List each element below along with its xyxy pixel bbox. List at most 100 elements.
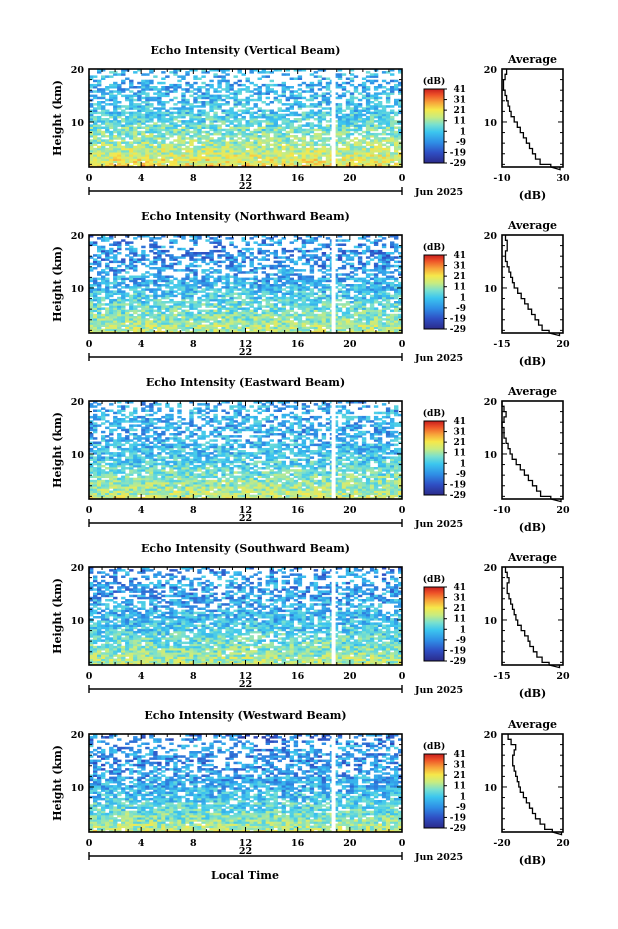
echo-cell: [225, 316, 230, 319]
echo-cell: [137, 122, 142, 125]
echo-cell: [357, 113, 363, 117]
echo-cell: [245, 156, 250, 159]
echo-cell: [181, 164, 186, 168]
echo-cell: [297, 324, 303, 327]
echo-cell: [365, 164, 371, 168]
echo-cell: [201, 313, 206, 317]
echo-cell: [113, 81, 118, 85]
echo-cell: [173, 158, 178, 161]
echo-cell: [141, 307, 146, 310]
echo-cell: [93, 326, 98, 330]
echo-cell: [221, 277, 226, 281]
echo-cell: [193, 77, 198, 80]
echo-cell: [273, 150, 278, 153]
echo-cell: [225, 141, 230, 144]
echo-cell: [93, 75, 98, 78]
echo-cell: [205, 269, 210, 272]
echo-cell: [398, 309, 403, 313]
echo-cell: [113, 303, 118, 306]
echo-cell: [289, 156, 294, 159]
echo-cell: [345, 160, 351, 164]
echo-cell: [169, 281, 174, 285]
echo-cell: [301, 275, 307, 278]
echo-cell: [277, 307, 282, 310]
echo-cell: [157, 145, 162, 149]
echo-cell: [129, 96, 134, 100]
echo-cell: [117, 298, 122, 302]
echo-cell: [345, 307, 351, 310]
echo-cell: [285, 145, 290, 149]
echo-cell: [337, 128, 343, 132]
echo-cell: [129, 137, 134, 140]
echo-cell: [133, 324, 138, 327]
echo-cell: [345, 98, 351, 102]
echo-cell: [101, 139, 106, 142]
echo-cell: [301, 307, 307, 310]
echo-cell: [321, 262, 327, 266]
echo-cell: [345, 143, 351, 147]
echo-cell: [301, 135, 307, 138]
echo-cell: [185, 88, 190, 91]
echo-cell: [301, 279, 307, 283]
echo-cell: [101, 245, 106, 249]
echo-cell: [261, 92, 266, 95]
echo-cell: [337, 107, 343, 110]
echo-cell: [353, 284, 359, 287]
echo-cell: [141, 311, 146, 315]
echo-cell: [209, 156, 214, 159]
echo-cell: [265, 275, 270, 278]
echo-cell: [141, 318, 146, 321]
echo-cell: [281, 284, 286, 287]
echo-cell: [141, 109, 146, 112]
echo-cell: [229, 162, 234, 166]
echo-cell: [281, 316, 286, 319]
echo-cell: [277, 328, 282, 332]
echo-cell: [213, 249, 218, 253]
echo-cell: [201, 326, 206, 330]
echo-cell: [153, 262, 158, 266]
echo-cell: [213, 130, 218, 134]
echo-cell: [277, 101, 282, 104]
echo-cell: [321, 313, 327, 317]
echo-cell: [229, 288, 234, 291]
echo-cell: [377, 111, 383, 115]
echo-cell: [137, 160, 142, 164]
echo-cell: [261, 113, 266, 117]
echo-cell: [165, 88, 170, 91]
echo-cell: [253, 322, 258, 325]
echo-cell: [173, 162, 178, 166]
echo-cell: [161, 86, 166, 89]
echo-cell: [141, 156, 146, 159]
echo-cell: [305, 158, 311, 161]
echo-cell: [385, 94, 391, 98]
echo-cell: [345, 101, 351, 104]
echo-cell: [333, 96, 339, 100]
echo-cell: [285, 313, 290, 317]
echo-cell: [245, 141, 250, 144]
echo-cell: [257, 296, 262, 300]
echo-cell: [161, 113, 166, 117]
echo-cell: [313, 147, 319, 151]
echo-cell: [321, 130, 327, 134]
echo-cell: [93, 120, 98, 123]
echo-cell: [93, 322, 98, 325]
echo-cell: [361, 164, 367, 168]
panel-0: Echo Intensity (Vertical Beam)0 4 8 12 16 20 0…: [51, 44, 570, 202]
echo-cell: [241, 147, 246, 151]
echo-cell: [197, 298, 202, 302]
echo-cell: [193, 126, 198, 129]
echo-cell: [113, 109, 118, 112]
echo-cell: [261, 160, 266, 164]
echo-cell: [125, 105, 130, 108]
echo-cell: [305, 154, 311, 157]
echo-cell: [173, 86, 178, 89]
echo-cell: [121, 330, 126, 334]
echo-cell: [137, 156, 142, 159]
echo-cell: [249, 309, 254, 313]
echo-cell: [297, 318, 303, 321]
echo-cell: [265, 118, 270, 121]
echo-cell: [337, 154, 343, 157]
echo-cell: [109, 322, 114, 325]
echo-cell: [381, 269, 387, 272]
echo-cell: [398, 137, 403, 140]
